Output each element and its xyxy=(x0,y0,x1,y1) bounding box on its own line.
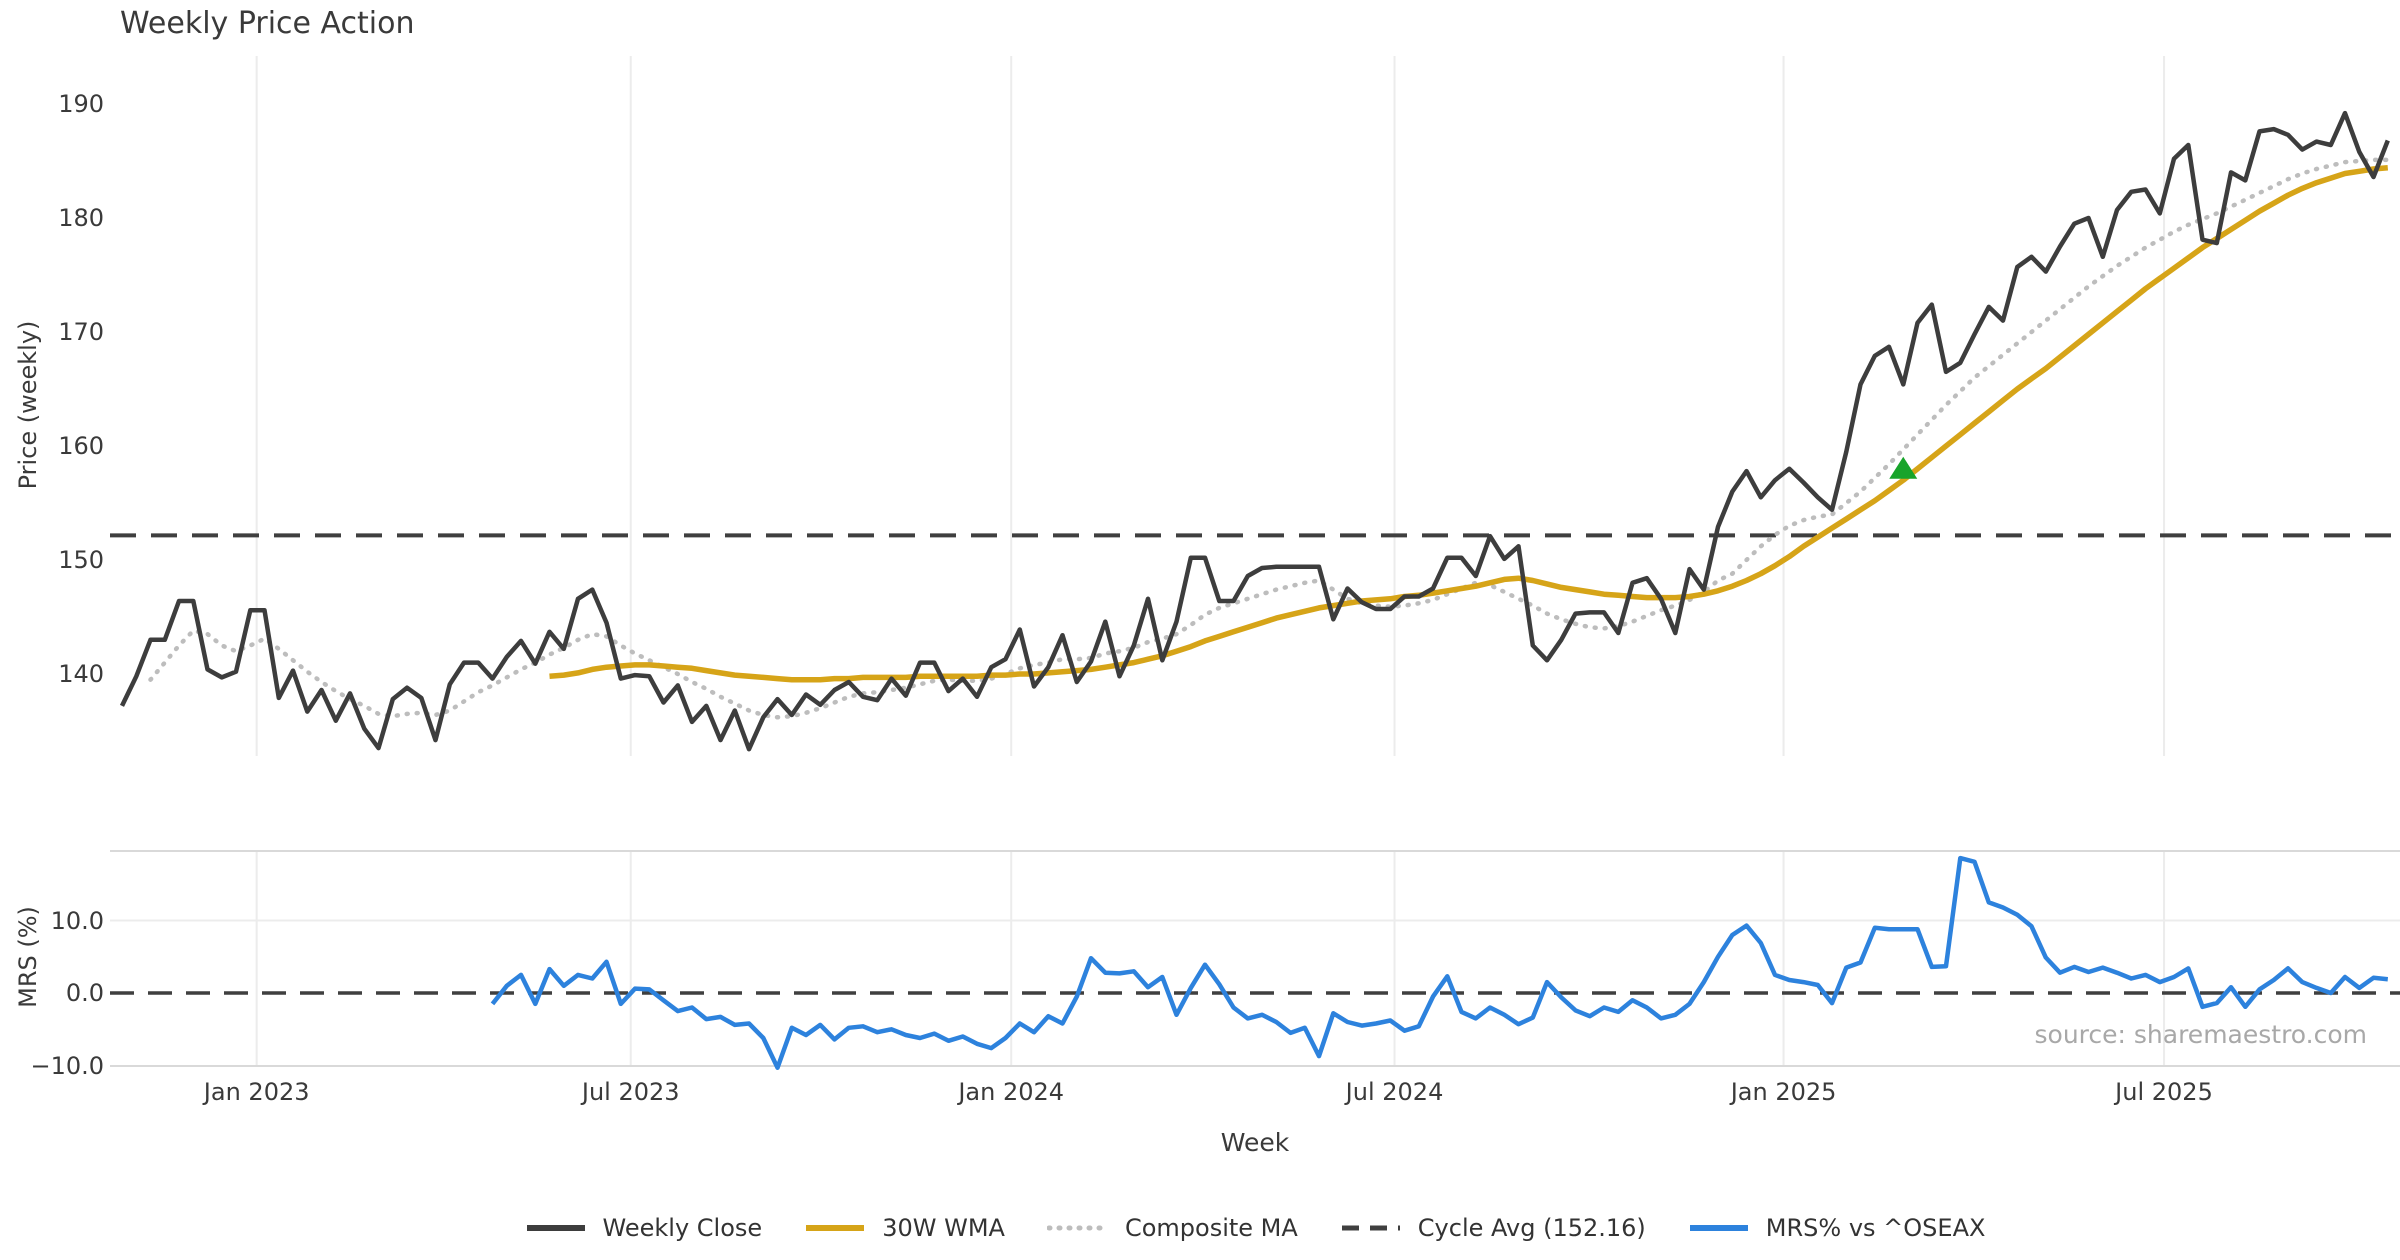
x-tick-label: Jul 2025 xyxy=(2115,1078,2213,1106)
legend-swatch-solid-line-icon xyxy=(1689,1225,1748,1231)
price-tick-label: 160 xyxy=(58,432,104,460)
legend-item-cycle-avg-152-16-: Cycle Avg (152.16) xyxy=(1340,1214,1646,1242)
weekly-close-line xyxy=(119,110,2390,752)
x-tick-label: Jul 2023 xyxy=(581,1078,680,1106)
legend-item-weekly-close: Weekly Close xyxy=(525,1214,763,1242)
legend-item-mrs-vs-oseax: MRS% vs ^OSEAX xyxy=(1688,1214,1986,1242)
legend-label: Composite MA xyxy=(1124,1214,1298,1242)
mrs-tick-label: −10.0 xyxy=(30,1051,104,1080)
legend-label: 30W WMA xyxy=(882,1214,1005,1242)
x-axis-label: Week xyxy=(1220,1128,1290,1157)
mrs-tick-label: 10.0 xyxy=(50,906,104,935)
legend-label: Cycle Avg (152.16) xyxy=(1417,1214,1646,1242)
legend-swatch-solid-line-icon xyxy=(806,1225,865,1231)
price-tick-label: 170 xyxy=(58,318,104,346)
wma-line xyxy=(549,165,2389,683)
price-tick-label: 190 xyxy=(58,90,104,118)
legend-swatch-solid-line-icon xyxy=(526,1225,585,1231)
legend-item-30w-wma: 30W WMA xyxy=(804,1214,1005,1242)
x-tick-label: Jan 2024 xyxy=(958,1078,1065,1106)
legend-item-composite-ma: Composite MA xyxy=(1046,1214,1298,1242)
mrs-line xyxy=(490,855,2389,1070)
price-tick-label: 180 xyxy=(58,204,104,232)
price-tick-label: 150 xyxy=(58,546,104,574)
chart-title: Weekly Price Action xyxy=(120,6,415,41)
source-attribution: source: sharemaestro.com xyxy=(2034,1020,2368,1049)
x-tick-label: Jan 2025 xyxy=(1730,1078,1837,1106)
legend-swatch-dashed-line-icon xyxy=(1341,1225,1400,1231)
legend: Weekly Close 30W WMA Composite MA Cycle Avg… xyxy=(110,1214,2400,1242)
buy-signal-triangle-icon xyxy=(1889,456,1918,479)
composite-ma-line xyxy=(148,157,2391,720)
legend-swatch-dotted-line-icon xyxy=(1046,1225,1109,1231)
legend-label: MRS% vs ^OSEAX xyxy=(1765,1214,1986,1242)
legend-label: Weekly Close xyxy=(602,1214,763,1242)
mrs-tick-label: 0.0 xyxy=(65,979,104,1007)
price-tick-label: 140 xyxy=(58,660,104,688)
x-tick-label: Jan 2023 xyxy=(203,1078,310,1106)
x-tick-label: Jul 2024 xyxy=(1345,1078,1444,1106)
